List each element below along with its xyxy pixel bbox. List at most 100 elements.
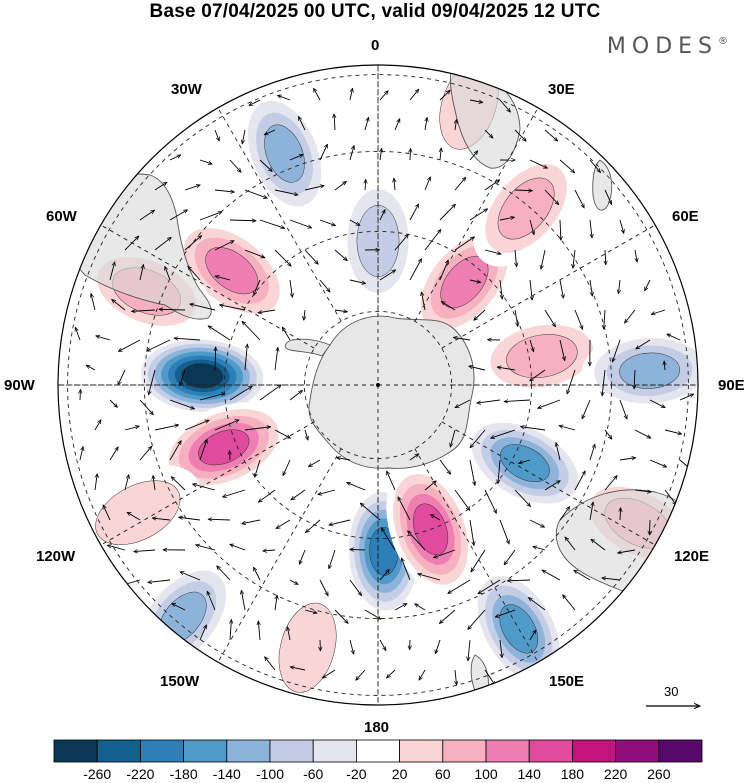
wind-vector <box>282 459 291 476</box>
wind-vector <box>409 259 422 281</box>
wind-vector-layer <box>75 88 693 685</box>
colorbar-swatch <box>96 739 141 763</box>
wind-vector <box>499 99 510 112</box>
map-title: Base 07/04/2025 00 UTC, valid 09/04/2025… <box>149 1 601 22</box>
colorbar-swatch <box>269 739 314 763</box>
anomaly-contour <box>278 602 337 693</box>
wind-vector <box>217 566 231 581</box>
wind-vector <box>477 399 501 403</box>
wind-vector <box>498 459 501 484</box>
wind-vector <box>208 326 231 341</box>
anomaly-blob <box>134 335 271 416</box>
wind-vector <box>148 579 171 582</box>
anomaly-contour <box>181 363 224 389</box>
wind-vector <box>139 210 155 221</box>
wind-vector <box>265 657 276 671</box>
wind-vector <box>190 304 216 311</box>
wind-vector <box>450 429 456 447</box>
lon-label-150w: 150W <box>160 673 200 690</box>
wind-vector <box>380 148 382 161</box>
wind-vector <box>229 220 256 221</box>
wind-vector <box>521 427 546 431</box>
wind-vector <box>574 471 585 491</box>
colorbar <box>53 739 703 763</box>
wind-vector <box>415 604 426 611</box>
wind-vector <box>634 429 651 439</box>
colorbar-tick-label: -220 <box>126 766 155 782</box>
wind-vector <box>287 627 291 641</box>
graticule <box>58 65 698 705</box>
wind-vector <box>559 279 563 298</box>
wind-vector <box>504 400 531 402</box>
wind-vector <box>165 266 171 281</box>
wind-vector <box>507 580 531 581</box>
wind-vector <box>499 217 514 221</box>
wind-vector <box>424 229 441 251</box>
wind-vector <box>471 549 486 572</box>
wind-vector <box>349 579 362 596</box>
wind-vector <box>544 129 558 141</box>
wind-vector <box>504 549 516 565</box>
wind-vector <box>124 475 129 491</box>
colorbar-swatch <box>528 739 573 763</box>
wind-vector <box>244 249 265 258</box>
wind-vector <box>394 234 408 251</box>
wind-vector <box>199 625 206 641</box>
wind-vector <box>318 489 336 495</box>
wind-vector <box>109 262 115 281</box>
wind-vector <box>440 148 441 161</box>
wind-vector <box>541 249 546 269</box>
wind-vector <box>379 91 388 101</box>
wind-vector <box>334 114 335 131</box>
wind-vector <box>484 180 500 191</box>
wind-vector <box>455 669 457 685</box>
meridian-line <box>100 421 315 546</box>
wind-vector <box>86 365 96 371</box>
colorbar-swatch <box>139 739 184 763</box>
wind-vector <box>394 178 395 191</box>
wind-vector <box>275 595 277 611</box>
wind-vector <box>495 609 516 617</box>
colorbar-tick-label: -20 <box>346 766 367 782</box>
wind-vector <box>394 119 400 131</box>
wind-vector <box>220 305 246 311</box>
wind-vector <box>379 569 389 581</box>
wind-vector <box>478 579 501 594</box>
wind-vector <box>514 190 532 191</box>
anomaly-blob <box>239 88 330 219</box>
wind-vector <box>319 279 330 292</box>
lon-label-right: 90E <box>718 377 745 394</box>
meridian-line <box>441 224 656 349</box>
colorbar-tick-label: 100 <box>474 766 498 782</box>
anomaly-contour <box>205 247 259 295</box>
wind-vector <box>424 481 436 491</box>
wind-vector <box>112 299 126 311</box>
wind-vector <box>319 144 328 161</box>
wind-vector <box>94 420 101 431</box>
anomaly-blob <box>74 465 201 561</box>
wind-vector <box>223 489 246 497</box>
wind-vector <box>304 609 317 613</box>
colorbar-tick-label: 180 <box>560 766 585 782</box>
wind-vector <box>334 609 348 623</box>
wind-vector <box>469 280 481 282</box>
wind-vector <box>620 508 621 521</box>
wind-vector <box>529 159 547 169</box>
wind-vector <box>567 369 576 394</box>
wind-vector <box>381 528 396 551</box>
wind-vector <box>304 249 318 264</box>
wind-vector <box>379 639 386 651</box>
wind-vector <box>664 489 676 505</box>
wind-vector <box>259 219 285 228</box>
meridian-line <box>217 107 342 322</box>
wind-vector <box>559 339 565 361</box>
wind-vector <box>282 327 291 341</box>
wind-vector <box>469 151 478 161</box>
wind-vector <box>454 237 474 251</box>
wind-vector <box>589 502 593 521</box>
wind-vector <box>154 182 167 191</box>
wind-vector <box>124 426 139 431</box>
wind-vector <box>634 490 651 492</box>
wind-vector <box>127 512 141 521</box>
colorbar-swatch <box>658 739 703 763</box>
